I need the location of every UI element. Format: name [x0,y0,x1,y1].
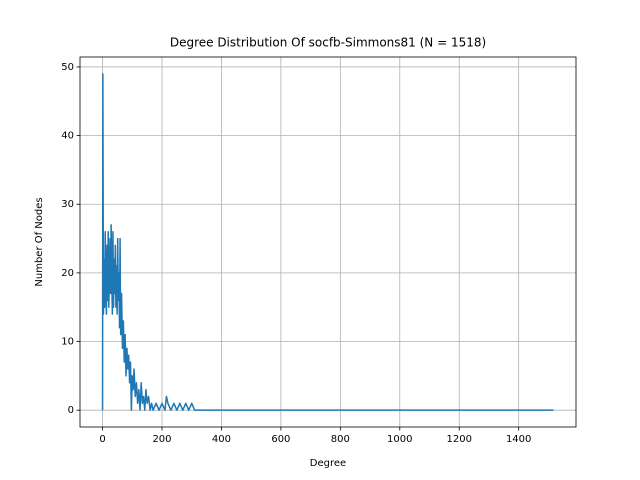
x-tick-label: 1400 [506,434,531,445]
x-tick-label: 600 [271,434,290,445]
x-tick-label: 1000 [387,434,412,445]
x-tick-label: 1200 [447,434,472,445]
x-tick-label: 400 [212,434,231,445]
x-axis-label: Degree [310,458,346,469]
x-tick-label: 800 [331,434,350,445]
chart-title: Degree Distribution Of socfb-Simmons81 (… [170,36,486,50]
y-tick-label: 30 [61,199,74,210]
y-tick-label: 50 [61,62,74,73]
data-line [101,73,554,411]
y-tick-label: 0 [68,405,74,416]
x-tick-label: 200 [152,434,171,445]
y-tick-label: 10 [61,337,74,348]
y-tick-label: 40 [61,131,74,142]
x-tick-label: 0 [99,434,105,445]
plot-frame [79,56,577,428]
y-tick-label: 20 [61,268,74,279]
y-axis-label: Number Of Nodes [34,197,45,286]
